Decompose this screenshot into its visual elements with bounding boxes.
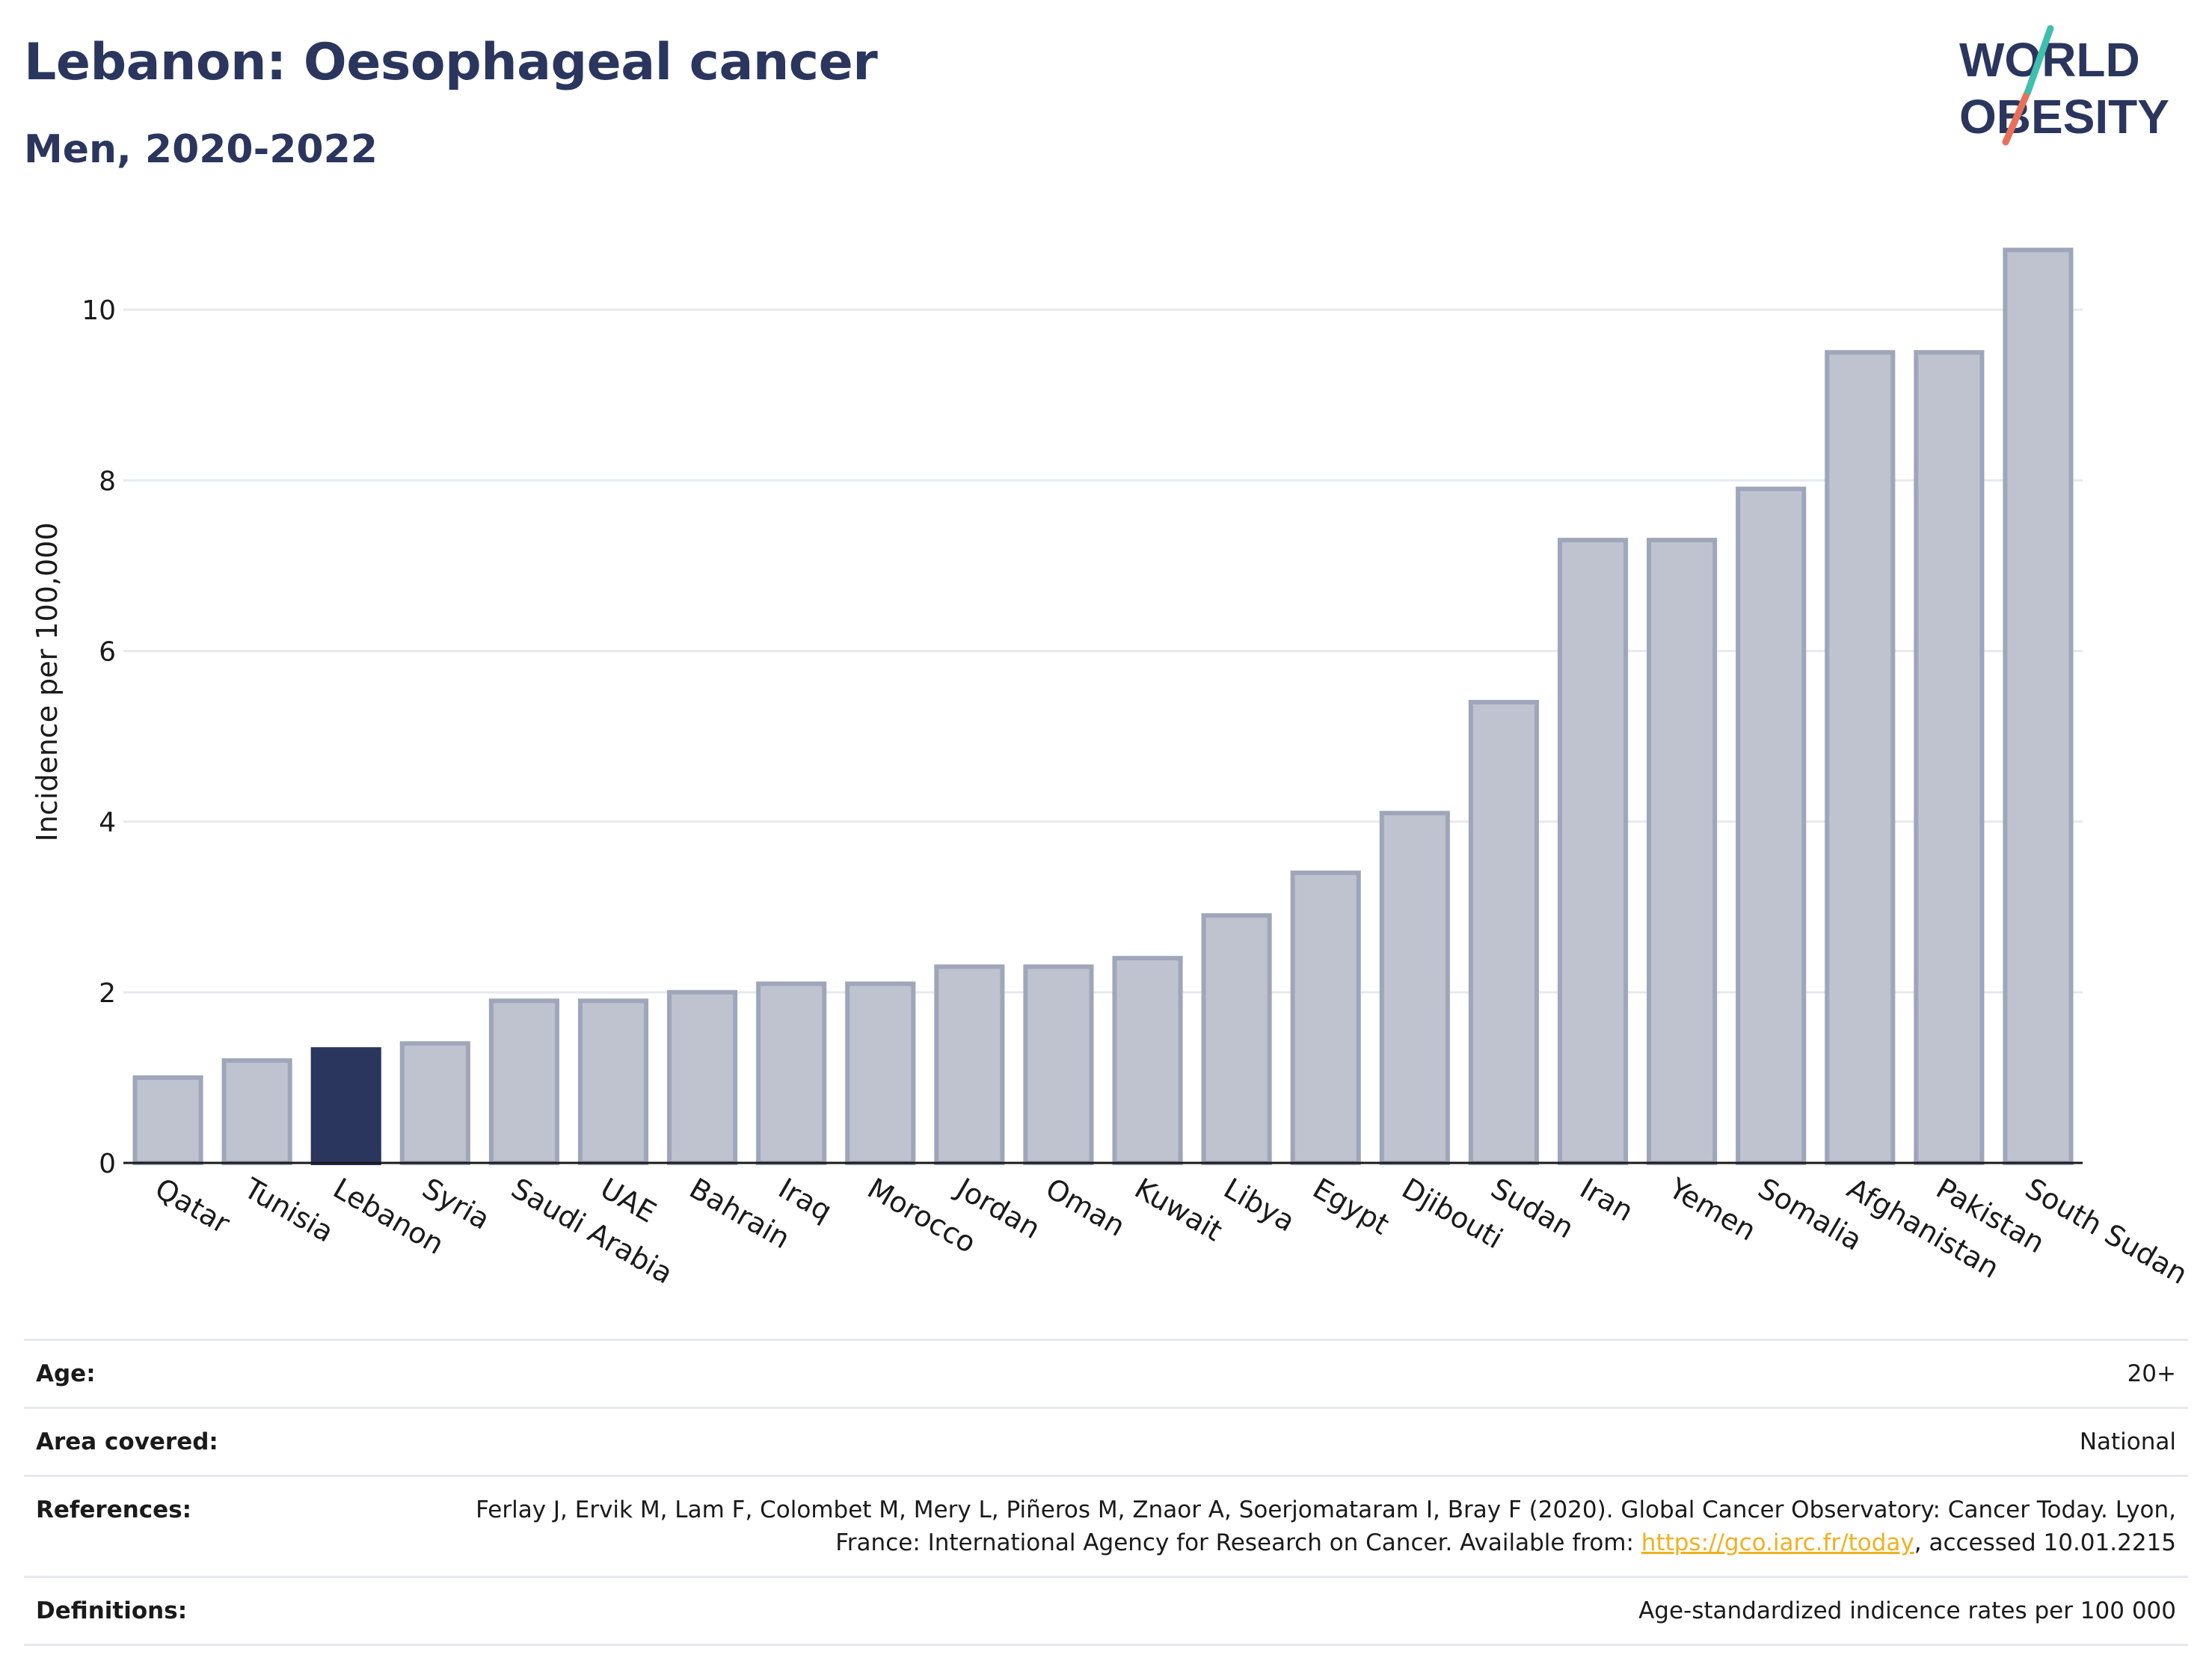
references-link[interactable]: https://gco.iarc.fr/today <box>1641 1529 1914 1556</box>
definitions-label: Definitions: <box>36 1597 188 1624</box>
meta-row-area: Area covered: National <box>24 1407 2188 1475</box>
page-title: Lebanon: Oesophageal cancer <box>24 33 878 92</box>
references-value: Ferlay J, Ervik M, Lam F, Colombet M, Me… <box>471 1493 2176 1559</box>
definitions-value: Age-standardized indicence rates per 100… <box>1638 1597 2176 1624</box>
y-tick-label: 0 <box>99 1149 116 1179</box>
bar-south-sudan <box>2003 248 2074 1165</box>
bar-jordan <box>934 964 1005 1166</box>
x-tick-label: Yemen <box>1663 1171 1762 1247</box>
meta-row-age: Age: 20+ <box>24 1339 2188 1407</box>
bar-pakistan <box>1914 350 1985 1166</box>
x-tick-label: Bahrain <box>684 1172 796 1256</box>
x-tick-label: Kuwait <box>1129 1172 1228 1248</box>
x-tick-label: Oman <box>1040 1172 1131 1243</box>
bar-egypt <box>1290 871 1361 1165</box>
gridlines <box>123 308 2083 994</box>
bar-djibouti <box>1379 811 1450 1166</box>
bar-iraq <box>756 981 827 1165</box>
x-tick-label: Iran <box>1575 1172 1639 1228</box>
bar-yemen <box>1647 538 1718 1165</box>
bar-oman <box>1023 964 1094 1166</box>
references-text: Ferlay J, Ervik M, Lam F, Colombet M, Me… <box>476 1496 2176 1556</box>
bar-bahrain <box>667 989 738 1166</box>
bar-syria <box>399 1041 470 1165</box>
references-label: References: <box>36 1496 192 1523</box>
bar-somalia <box>1736 486 1807 1165</box>
references-accessed: , accessed 10.01.2215 <box>1914 1529 2176 1556</box>
x-tick-label: Libya <box>1218 1172 1300 1238</box>
bar-afghanistan <box>1825 350 1896 1166</box>
y-axis-label: Incidence per 100,000 <box>31 522 64 841</box>
y-tick-label: 10 <box>82 295 116 326</box>
age-label: Age: <box>36 1360 96 1387</box>
bar-morocco <box>845 981 916 1165</box>
x-tick-label: Djibouti <box>1396 1172 1508 1256</box>
age-value: 20+ <box>2127 1360 2176 1387</box>
area-value: National <box>2079 1428 2176 1455</box>
bar-tunisia <box>221 1058 292 1166</box>
world-obesity-logo: WORLD OBESITY <box>1959 25 2169 146</box>
bar-kuwait <box>1112 956 1183 1165</box>
metadata-table: Age: 20+ Area covered: National Referenc… <box>24 1339 2188 1646</box>
y-tick-label: 4 <box>99 808 116 838</box>
bar-libya <box>1201 913 1272 1165</box>
bar-sudan <box>1468 699 1539 1165</box>
area-label: Area covered: <box>36 1428 218 1455</box>
bars <box>132 248 2074 1166</box>
svg-text:OBESITY: OBESITY <box>1959 90 2169 144</box>
bar-saudi-arabia <box>488 998 559 1166</box>
meta-row-definitions: Definitions: Age-standardized indicence … <box>24 1576 2188 1646</box>
page-subtitle: Men, 2020-2022 <box>24 127 378 172</box>
y-tick-label: 2 <box>99 978 116 1009</box>
bar-qatar <box>132 1075 203 1165</box>
x-tick-label: Tunisia <box>238 1171 339 1249</box>
x-tick-label: Saudi Arabia <box>506 1172 678 1291</box>
bar-uae <box>577 998 649 1166</box>
bar-iran <box>1557 538 1629 1165</box>
svg-text:WORLD: WORLD <box>1959 33 2140 87</box>
x-tick-label: Qatar <box>150 1172 236 1241</box>
bar-lebanon <box>310 1047 381 1165</box>
y-tick-label: 6 <box>99 636 116 667</box>
y-tick-label: 8 <box>99 466 116 497</box>
x-tick-label: Egypt <box>1307 1172 1395 1241</box>
meta-row-references: References: Ferlay J, Ervik M, Lam F, Co… <box>24 1475 2188 1576</box>
